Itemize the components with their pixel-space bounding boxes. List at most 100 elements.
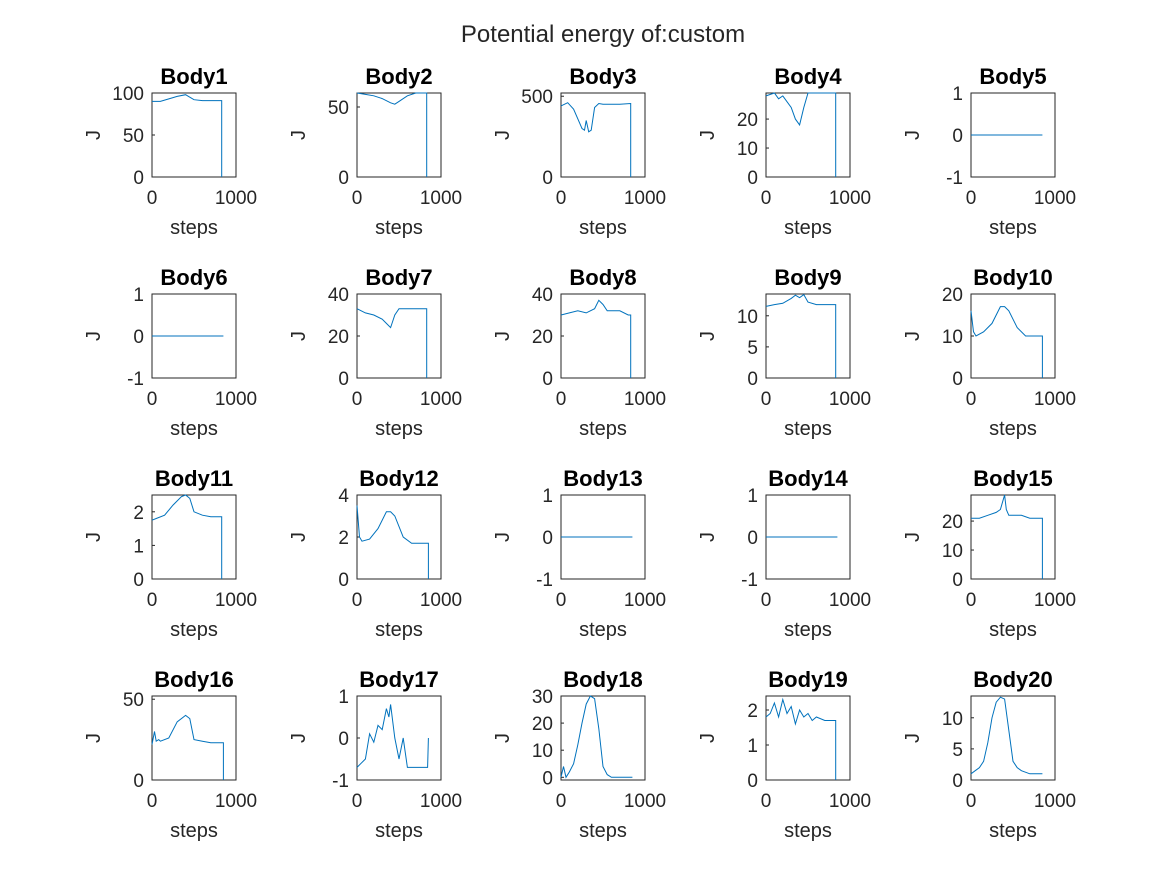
x-axis-label: steps <box>579 820 627 842</box>
y-tick-label: 0 <box>542 528 553 549</box>
y-tick-label: 50 <box>123 126 144 147</box>
x-axis-label: steps <box>989 619 1037 641</box>
subplot-title: Body19 <box>768 667 847 692</box>
series-line <box>151 714 224 780</box>
subplot-19: Body19 0 1000 0 1 2 steps J <box>697 667 871 842</box>
subplot-4: Body4 0 1000 0 10 20 steps J <box>697 64 871 239</box>
x-tick-label: 1000 <box>420 590 462 611</box>
y-tick-label: 0 <box>338 729 349 750</box>
y-tick-label: 0 <box>338 570 349 591</box>
axes-box <box>970 494 1056 580</box>
x-axis-label: steps <box>170 217 218 239</box>
y-tick-label: -1 <box>536 570 553 591</box>
y-tick-label: -1 <box>741 570 758 591</box>
axes-box <box>970 695 1056 781</box>
y-axis-label: J <box>902 130 924 140</box>
x-tick-label: 1000 <box>215 590 257 611</box>
x-tick-label: 1000 <box>829 791 871 812</box>
x-tick-label: 0 <box>761 188 772 209</box>
y-tick-label: 1 <box>542 486 553 507</box>
series-line <box>765 92 837 177</box>
y-axis-label: J <box>83 532 105 542</box>
x-tick-label: 0 <box>147 791 158 812</box>
y-tick-label: 1 <box>133 285 144 306</box>
y-axis-label: J <box>902 532 924 542</box>
x-tick-label: 0 <box>352 791 363 812</box>
series-line <box>765 697 837 780</box>
y-axis-label: J <box>697 532 719 542</box>
axes-box <box>765 695 851 781</box>
x-axis-label: steps <box>375 418 423 440</box>
y-axis-label: J <box>83 331 105 341</box>
axes-box <box>356 293 442 379</box>
y-tick-label: 0 <box>952 126 963 147</box>
y-tick-label: 0 <box>133 570 144 591</box>
y-tick-label: 100 <box>112 84 144 105</box>
y-axis-label: J <box>697 130 719 140</box>
y-tick-label: 10 <box>737 139 758 160</box>
y-tick-label: 0 <box>542 768 553 789</box>
series-line <box>560 102 632 177</box>
x-tick-label: 0 <box>556 389 567 410</box>
y-tick-label: 1 <box>747 486 758 507</box>
x-tick-label: 0 <box>352 389 363 410</box>
subplot-8: Body8 0 1000 0 20 40 steps J <box>492 265 666 440</box>
y-axis-label: J <box>492 733 514 743</box>
y-tick-label: 1 <box>952 84 963 105</box>
y-axis-label: J <box>902 331 924 341</box>
y-tick-label: 40 <box>532 285 553 306</box>
y-tick-label: 0 <box>133 327 144 348</box>
y-tick-label: 0 <box>133 771 144 792</box>
x-tick-label: 1000 <box>215 791 257 812</box>
subplot-9: Body9 0 1000 0 5 10 steps J <box>697 265 871 440</box>
x-tick-label: 1000 <box>420 389 462 410</box>
subplot-20: Body20 0 1000 0 5 10 steps J <box>902 667 1076 842</box>
y-tick-label: 30 <box>532 687 553 708</box>
subplot-title: Body15 <box>973 466 1052 491</box>
y-axis-label: J <box>83 733 105 743</box>
y-tick-label: 10 <box>942 541 963 562</box>
y-tick-label: 0 <box>338 168 349 189</box>
y-tick-label: 20 <box>532 714 553 735</box>
subplot-15: Body15 0 1000 0 10 20 steps J <box>902 466 1076 641</box>
subplot-18: Body18 0 1000 0 10 20 30 steps J <box>492 667 666 842</box>
y-tick-label: 0 <box>747 168 758 189</box>
x-axis-label: steps <box>784 217 832 239</box>
y-tick-label: 1 <box>133 536 144 557</box>
x-axis-label: steps <box>989 217 1037 239</box>
y-axis-label: J <box>902 733 924 743</box>
subplot-title: Body17 <box>359 667 438 692</box>
y-tick-label: 10 <box>942 709 963 730</box>
y-tick-label: 0 <box>133 168 144 189</box>
y-axis-label: J <box>697 331 719 341</box>
axes-box <box>356 92 442 178</box>
y-axis-label: J <box>697 733 719 743</box>
subplot-title: Body12 <box>359 466 438 491</box>
x-tick-label: 1000 <box>1034 590 1076 611</box>
x-axis-label: steps <box>170 418 218 440</box>
x-tick-label: 1000 <box>420 791 462 812</box>
subplot-title: Body13 <box>563 466 642 491</box>
x-tick-label: 1000 <box>420 188 462 209</box>
x-tick-label: 1000 <box>624 188 666 209</box>
subplot-title: Body10 <box>973 265 1052 290</box>
y-tick-label: 4 <box>338 486 349 507</box>
x-axis-label: steps <box>784 820 832 842</box>
y-tick-label: 2 <box>747 701 758 722</box>
x-tick-label: 0 <box>966 590 977 611</box>
x-axis-label: steps <box>579 619 627 641</box>
subplot-title: Body11 <box>155 466 233 491</box>
y-axis-label: J <box>288 331 310 341</box>
y-axis-label: J <box>492 130 514 140</box>
series-line <box>151 494 223 579</box>
y-tick-label: -1 <box>332 771 349 792</box>
subplot-title: Body7 <box>365 265 432 290</box>
x-tick-label: 1000 <box>1034 188 1076 209</box>
series-line <box>970 306 1043 378</box>
x-tick-label: 1000 <box>829 590 871 611</box>
x-tick-label: 0 <box>556 590 567 611</box>
x-axis-label: steps <box>375 619 423 641</box>
subplot-title: Body9 <box>774 265 841 290</box>
